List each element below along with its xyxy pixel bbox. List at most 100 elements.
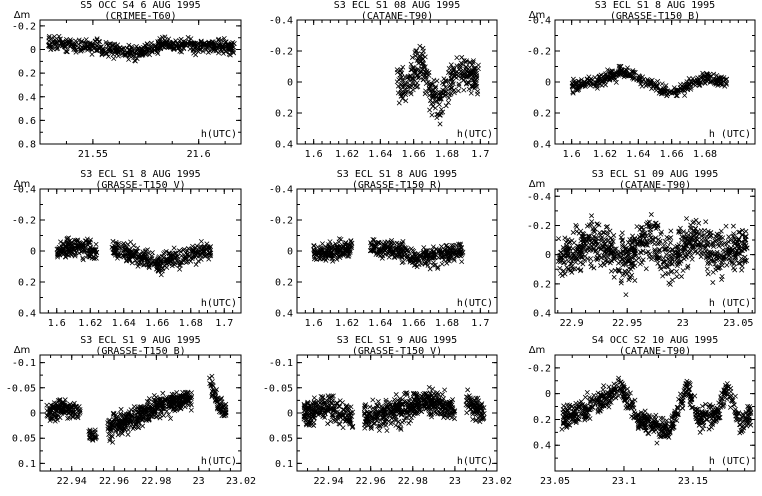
data-point	[647, 224, 653, 230]
data-point	[176, 248, 182, 254]
data-point	[170, 397, 176, 403]
data-point	[469, 84, 475, 90]
data-point	[364, 413, 370, 419]
data-point	[601, 243, 607, 249]
data-point	[383, 397, 389, 403]
data-point	[653, 226, 659, 232]
data-point	[562, 271, 568, 277]
data-point	[618, 234, 624, 240]
data-point	[602, 82, 608, 88]
data-point	[608, 258, 614, 264]
data-point	[665, 270, 671, 276]
data-point	[426, 406, 432, 412]
data-point	[613, 79, 619, 85]
data-point	[302, 405, 308, 411]
data-point	[408, 61, 414, 67]
data-point	[598, 72, 604, 78]
data-point	[463, 64, 469, 70]
data-point	[463, 394, 469, 400]
data-point	[624, 253, 630, 259]
chart-panel-3: S3 ECL S1 8 AUG 1995(GRASSE-T150 B)-0.4-…	[527, 0, 756, 160]
data-point	[671, 85, 677, 91]
data-point	[726, 246, 732, 252]
data-point	[743, 228, 749, 234]
data-point	[684, 265, 690, 271]
data-point	[689, 253, 695, 259]
data-point	[347, 410, 353, 416]
data-point	[716, 243, 722, 249]
data-point	[402, 81, 408, 87]
data-point	[603, 237, 609, 243]
y-axis-label: Δm	[529, 179, 546, 190]
data-point	[396, 252, 402, 258]
data-point	[131, 243, 137, 249]
chart-panel-2: S3 ECL S1 08 AUG 1995(CATANE-T90)-0.4-0.…	[269, 0, 498, 160]
data-point	[432, 105, 438, 111]
data-point	[394, 79, 400, 85]
data-point	[602, 241, 608, 247]
data-point	[106, 431, 112, 437]
data-point	[437, 411, 443, 417]
data-point	[621, 252, 626, 258]
data-point	[125, 432, 131, 437]
data-point	[692, 225, 698, 231]
data-point	[416, 74, 422, 80]
data-point	[442, 88, 448, 94]
data-point	[473, 395, 479, 401]
y-tick-label: 0.2	[18, 278, 36, 289]
data-point	[721, 254, 727, 260]
data-point	[93, 247, 99, 253]
data-point	[409, 260, 415, 266]
data-point	[557, 265, 563, 271]
data-point	[719, 262, 725, 268]
data-point	[619, 238, 625, 244]
data-point	[734, 251, 740, 257]
data-point	[710, 258, 716, 264]
data-point	[377, 417, 383, 423]
data-point	[383, 242, 389, 248]
data-point	[678, 253, 684, 259]
data-point	[445, 100, 451, 106]
data-point	[123, 52, 129, 57]
data-point	[138, 413, 144, 418]
y-tick-label: 0.1	[275, 459, 293, 470]
data-point	[437, 112, 443, 118]
data-point	[399, 260, 405, 266]
data-point	[626, 277, 632, 283]
data-point	[193, 52, 199, 58]
data-point	[439, 250, 445, 255]
data-point	[141, 262, 147, 268]
data-point	[454, 55, 460, 61]
data-point	[56, 33, 62, 39]
data-point	[70, 43, 76, 49]
data-point	[585, 233, 591, 239]
y-tick-label: -0.2	[527, 47, 551, 58]
data-point	[164, 258, 170, 264]
data-point	[121, 419, 127, 425]
data-point	[50, 405, 56, 411]
data-point	[463, 402, 469, 408]
data-point	[405, 247, 411, 253]
data-point	[570, 89, 576, 95]
data-point	[132, 58, 138, 64]
data-point	[658, 91, 664, 97]
data-point	[651, 82, 657, 88]
x-tick-label: 23.1	[612, 476, 636, 487]
data-point	[219, 409, 225, 415]
data-point	[622, 268, 628, 274]
data-point	[592, 229, 598, 235]
data-point	[681, 229, 686, 235]
data-point	[53, 404, 59, 410]
data-point	[203, 252, 209, 258]
data-point	[397, 421, 403, 427]
data-point	[569, 269, 575, 275]
data-point	[629, 255, 635, 261]
data-point	[378, 421, 384, 427]
data-point	[219, 407, 225, 413]
data-point	[80, 241, 86, 247]
data-point	[589, 213, 595, 219]
data-point	[602, 249, 608, 255]
x-axis-label: h(UTC)	[201, 298, 237, 309]
data-point	[655, 260, 661, 266]
data-point	[110, 439, 116, 445]
